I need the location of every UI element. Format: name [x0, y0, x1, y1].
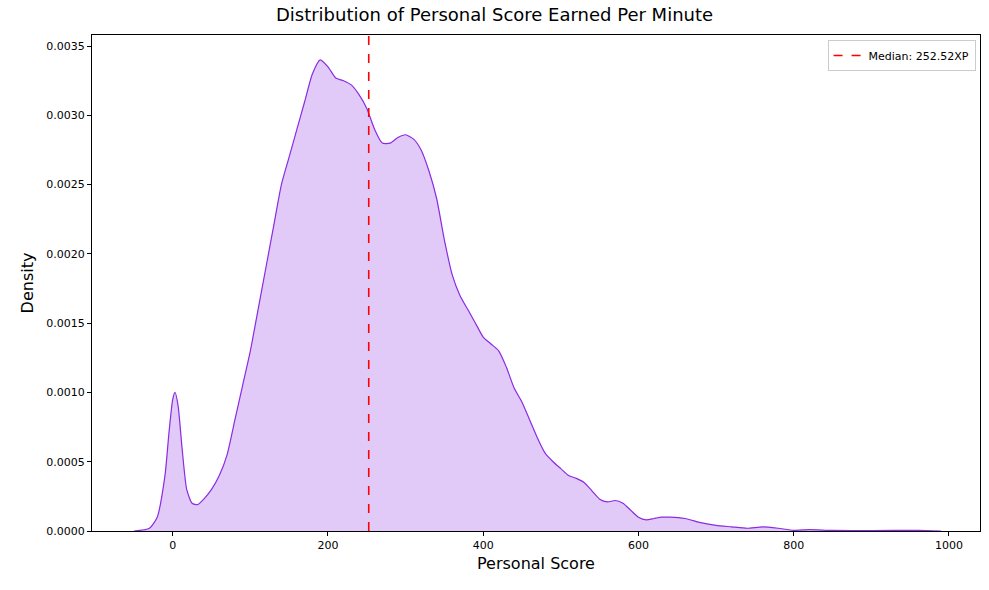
- svg-text:0.0035: 0.0035: [46, 40, 85, 53]
- svg-text:0.0010: 0.0010: [46, 386, 85, 399]
- svg-text:0.0030: 0.0030: [46, 109, 85, 122]
- svg-text:0: 0: [169, 539, 176, 552]
- svg-text:600: 600: [628, 539, 649, 552]
- svg-text:200: 200: [317, 539, 338, 552]
- svg-text:0.0020: 0.0020: [46, 248, 85, 261]
- svg-text:1000: 1000: [935, 539, 963, 552]
- svg-text:0.0000: 0.0000: [46, 525, 85, 538]
- svg-text:Median: 252.52XP: Median: 252.52XP: [869, 50, 969, 63]
- svg-text:0.0025: 0.0025: [46, 178, 85, 191]
- svg-text:0.0005: 0.0005: [46, 456, 85, 469]
- svg-text:0.0015: 0.0015: [46, 317, 85, 330]
- svg-text:Distribution of Personal Score: Distribution of Personal Score Earned Pe…: [276, 4, 713, 25]
- svg-text:Density: Density: [18, 253, 37, 314]
- svg-text:800: 800: [783, 539, 804, 552]
- svg-text:Personal Score: Personal Score: [477, 554, 595, 573]
- svg-text:400: 400: [473, 539, 494, 552]
